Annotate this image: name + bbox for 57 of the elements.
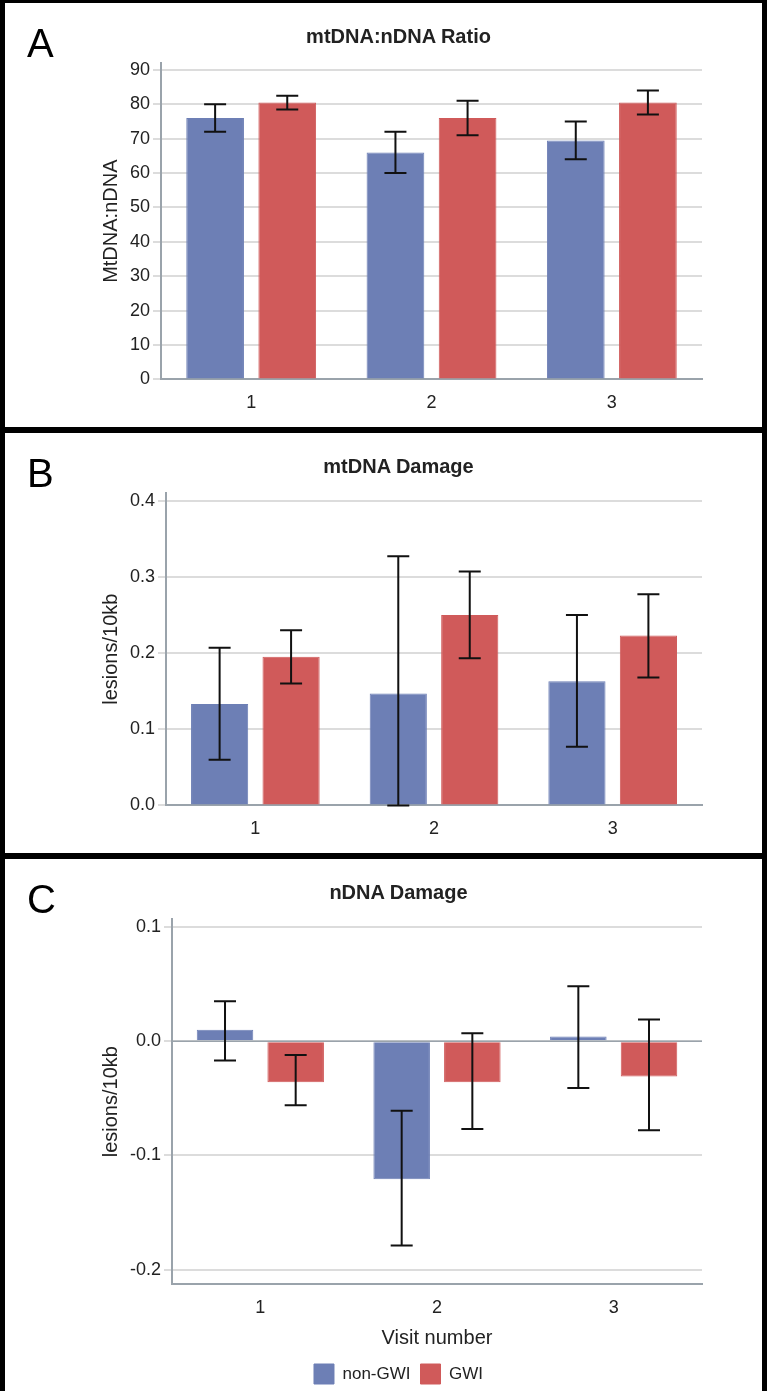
x-tick-label: 1 [250, 818, 261, 839]
x-tick-label: 2 [429, 818, 440, 839]
y-tick-label: 0.1 [135, 915, 162, 936]
chart-title: nDNA Damage [329, 880, 468, 903]
bar [258, 102, 317, 379]
y-tick-label: 0 [140, 368, 151, 389]
bar [619, 635, 677, 805]
text: C [27, 877, 56, 922]
legend-label: GWI [449, 1363, 484, 1383]
y-tick-label: -0.1 [129, 1144, 162, 1165]
y-tick-label: 50 [129, 196, 151, 217]
x-tick-label: 2 [432, 1297, 443, 1318]
y-tick-label: 0.0 [129, 794, 156, 815]
x-tick-label: 2 [426, 392, 437, 413]
y-tick-label: 0.0 [135, 1030, 162, 1051]
bar [548, 681, 606, 805]
y-tick-label: 40 [129, 230, 151, 251]
bar [438, 118, 497, 379]
y-tick-label: 0.2 [129, 641, 156, 662]
bar [369, 693, 427, 805]
y-tick-label: 0.4 [129, 489, 156, 510]
chart-title: mtDNA Damage [323, 454, 474, 477]
y-tick-label: -0.2 [129, 1258, 162, 1279]
bar [196, 1029, 254, 1041]
y-axis-title: MtDNA:nDNA [98, 158, 121, 283]
y-axis-title: lesions/10kb [98, 1046, 121, 1158]
x-tick-label: 3 [606, 392, 617, 413]
y-tick-label: 0.1 [129, 718, 156, 739]
legend-label: non-GWI [342, 1363, 411, 1383]
bar [444, 1042, 501, 1083]
y-tick-label: 60 [129, 162, 151, 183]
y-tick-label: 80 [129, 93, 151, 114]
x-tick-label: 3 [607, 818, 618, 839]
bar [267, 1042, 324, 1083]
y-tick-label: 0.3 [129, 565, 156, 586]
bar [546, 140, 605, 379]
bar [186, 118, 244, 379]
y-tick-label: 70 [129, 127, 151, 148]
text: A [27, 21, 54, 66]
bar [373, 1042, 430, 1180]
x-tick-label: 3 [608, 1297, 619, 1318]
chart-title: mtDNA:nDNA Ratio [306, 24, 491, 47]
bar [620, 1042, 678, 1077]
bar [441, 614, 499, 805]
y-axis-title: lesions/10kb [98, 593, 121, 705]
y-tick-label: 90 [129, 58, 151, 79]
bar [619, 102, 677, 379]
x-axis-title: Visit number [381, 1325, 493, 1348]
x-tick-label: 1 [255, 1297, 266, 1318]
y-tick-label: 20 [129, 299, 151, 320]
bar [366, 152, 425, 379]
y-tick-label: 30 [129, 265, 151, 286]
y-tick-label: 10 [129, 333, 151, 354]
x-tick-label: 1 [246, 392, 257, 413]
bar [262, 656, 320, 805]
text: B [27, 451, 54, 496]
bar [191, 704, 249, 805]
